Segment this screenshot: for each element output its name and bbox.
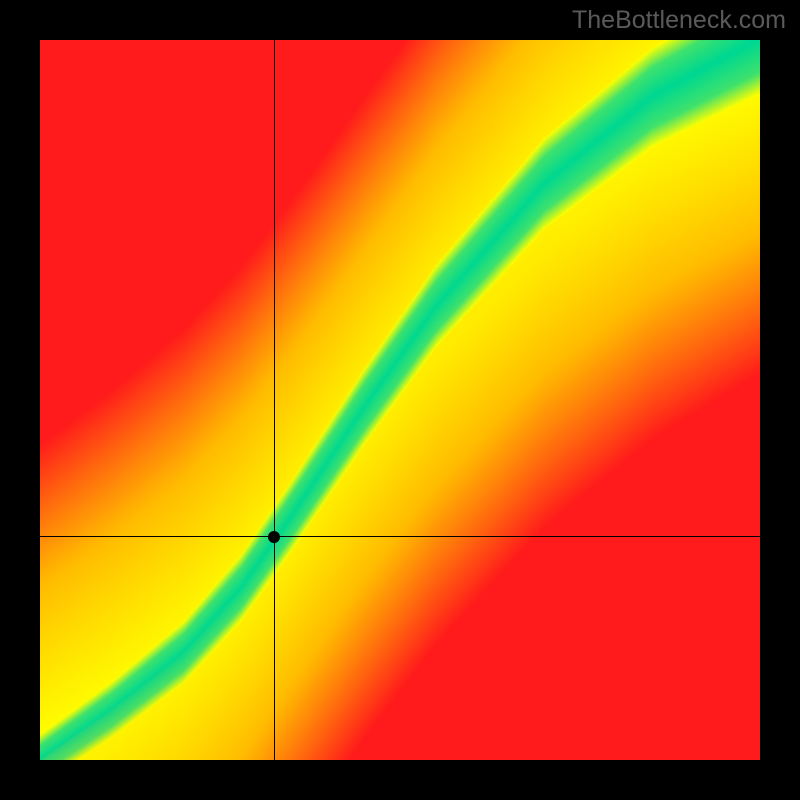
heatmap-canvas (40, 40, 760, 760)
marker-point (268, 531, 280, 543)
crosshair-horizontal (40, 536, 760, 537)
crosshair-vertical (274, 40, 275, 760)
chart-container: TheBottleneck.com (0, 0, 800, 800)
attribution-text: TheBottleneck.com (572, 6, 786, 35)
plot-area (40, 40, 760, 760)
